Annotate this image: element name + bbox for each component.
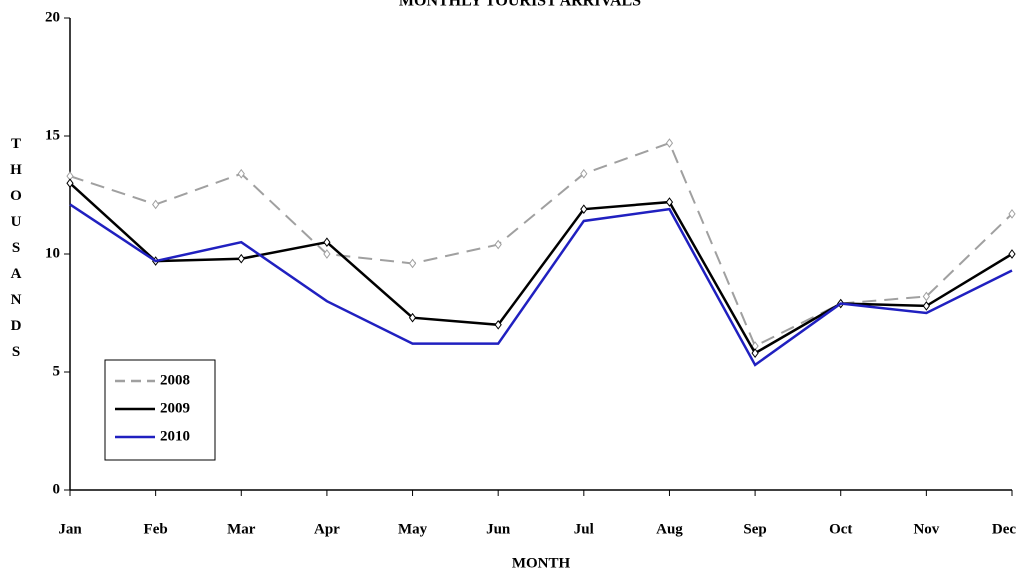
point-marker (66, 178, 74, 189)
point-marker (665, 197, 674, 207)
x-axis-label: MONTH (512, 555, 571, 571)
x-tick-label: Aug (656, 521, 683, 537)
x-tick-label: May (398, 521, 428, 537)
point-marker (922, 291, 930, 302)
point-marker (665, 138, 674, 148)
x-tick-label: Jul (574, 521, 594, 537)
point-marker (408, 312, 417, 323)
y-tick-label: 15 (45, 127, 60, 143)
point-marker (323, 237, 331, 248)
x-tick-label: Jun (486, 521, 511, 537)
x-tick-label: Dec (992, 521, 1016, 537)
x-tick-label: Sep (743, 521, 766, 537)
x-tick-label: Jan (58, 521, 82, 537)
point-marker (237, 253, 245, 264)
chart-title: MONTHLY TOURIST ARRIVALS (399, 0, 641, 10)
y-tick-label: 10 (45, 245, 60, 261)
y-tick-label: 5 (53, 363, 61, 379)
x-tick-label: Feb (144, 521, 168, 537)
x-tick-label: Nov (913, 521, 939, 537)
point-marker (237, 168, 245, 179)
point-marker (922, 301, 930, 311)
point-marker (494, 319, 502, 330)
legend-label: 2009 (160, 400, 190, 416)
point-marker (751, 348, 759, 358)
point-marker (580, 204, 588, 214)
point-marker (1008, 209, 1016, 219)
series-line (69, 203, 1013, 367)
series-line (69, 141, 1013, 348)
y-tick-label: 20 (45, 9, 60, 25)
x-tick-label: Oct (829, 521, 852, 537)
y-axis-label: THOUSANDS (8, 136, 24, 370)
point-marker (1008, 249, 1016, 259)
point-marker (580, 168, 588, 179)
y-tick-label: 0 (53, 481, 61, 497)
x-tick-label: Mar (227, 521, 256, 537)
x-tick-label: Apr (314, 521, 340, 537)
legend-label: 2008 (160, 372, 190, 388)
point-marker (408, 258, 417, 269)
legend-label: 2010 (160, 428, 190, 444)
point-marker (152, 199, 160, 210)
point-marker (494, 239, 502, 250)
point-marker (323, 249, 331, 259)
